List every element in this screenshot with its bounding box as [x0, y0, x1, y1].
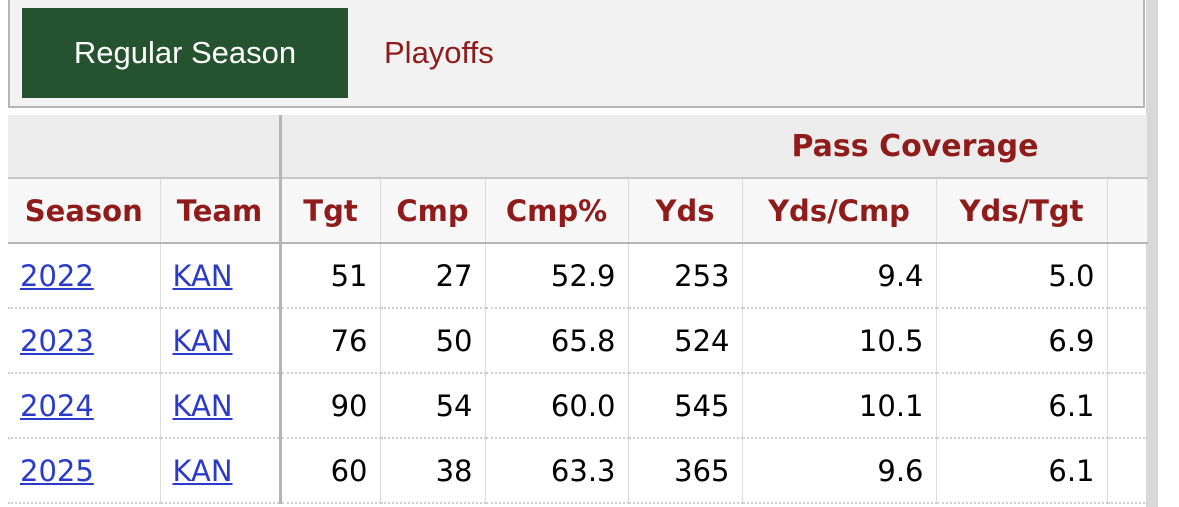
table-row: 2025 KAN 60 38 63.3 365 9.6 6.1	[8, 438, 1148, 504]
table-cell: 6.1	[936, 438, 1108, 504]
table-cell: 6.1	[936, 373, 1108, 439]
table-cell: 10.5	[742, 308, 937, 374]
table-cell: KAN	[160, 373, 281, 439]
team-link[interactable]: KAN	[172, 453, 233, 488]
header-row: Season Team Tgt Cmp Cmp% Yds Yds/Cmp Yds/Tgt	[8, 178, 1148, 244]
column-header[interactable]: Yds/Tgt	[936, 178, 1108, 244]
table-cell-clipped	[1107, 243, 1148, 309]
group-header-empty	[8, 115, 282, 179]
table-cell: 545	[628, 373, 743, 439]
stats-table: Pass Coverage Season Team Tgt Cmp Cmp% Yds Yds…	[8, 115, 1148, 504]
table-cell: 27	[380, 243, 486, 309]
table-cell: 90	[278, 373, 381, 439]
tab-regular-season[interactable]: Regular Season	[22, 8, 348, 98]
table-cell: 51	[278, 243, 381, 309]
table-cell: 50	[380, 308, 486, 374]
table-cell: 2025	[8, 438, 161, 504]
table-cell: 60.0	[485, 373, 629, 439]
table-cell: 253	[628, 243, 743, 309]
table-cell: KAN	[160, 308, 281, 374]
table-cell: 60	[278, 438, 381, 504]
table-cell: 76	[278, 308, 381, 374]
table-cell: KAN	[160, 243, 281, 309]
table-cell: 63.3	[485, 438, 629, 504]
scrollbar	[1146, 0, 1158, 507]
table-cell: 38	[380, 438, 486, 504]
column-header[interactable]: Tgt	[278, 178, 381, 244]
column-header[interactable]: Yds/Cmp	[742, 178, 937, 244]
table-row: 2022 KAN 51 27 52.9 253 9.4 5.0	[8, 243, 1148, 309]
team-link[interactable]: KAN	[172, 258, 233, 293]
table-row: 2024 KAN 90 54 60.0 545 10.1 6.1	[8, 373, 1148, 439]
table-cell: 65.8	[485, 308, 629, 374]
table-cell: 2024	[8, 373, 161, 439]
column-header-clipped	[1107, 178, 1148, 244]
season-link[interactable]: 2022	[20, 258, 94, 293]
tab-bar: Regular Season Playoffs	[8, 0, 1145, 108]
table-cell: 5.0	[936, 243, 1108, 309]
team-link[interactable]: KAN	[172, 388, 233, 423]
table-cell: 9.4	[742, 243, 937, 309]
table-cell: 365	[628, 438, 743, 504]
season-link[interactable]: 2024	[20, 388, 94, 423]
season-link[interactable]: 2023	[20, 323, 94, 358]
table-cell-clipped	[1107, 308, 1148, 374]
table-cell: 2022	[8, 243, 161, 309]
table-cell-clipped	[1107, 438, 1148, 504]
column-header[interactable]: Season	[8, 178, 161, 244]
table-cell: KAN	[160, 438, 281, 504]
column-header[interactable]: Yds	[628, 178, 743, 244]
table-cell: 2023	[8, 308, 161, 374]
table-cell: 9.6	[742, 438, 937, 504]
table-cell: 54	[380, 373, 486, 439]
group-header-row: Pass Coverage	[8, 115, 1148, 179]
column-header[interactable]: Cmp%	[485, 178, 629, 244]
team-link[interactable]: KAN	[172, 323, 233, 358]
table-cell-clipped	[1107, 373, 1148, 439]
table-cell: 6.9	[936, 308, 1108, 374]
table-cell: 52.9	[485, 243, 629, 309]
column-header[interactable]: Cmp	[380, 178, 486, 244]
table-cell: 524	[628, 308, 743, 374]
group-header: Pass Coverage	[280, 115, 1148, 179]
tab-playoffs[interactable]: Playoffs	[384, 35, 494, 70]
table-row: 2023 KAN 76 50 65.8 524 10.5 6.9	[8, 308, 1148, 374]
column-header[interactable]: Team	[160, 178, 281, 244]
table-cell: 10.1	[742, 373, 937, 439]
season-link[interactable]: 2025	[20, 453, 94, 488]
